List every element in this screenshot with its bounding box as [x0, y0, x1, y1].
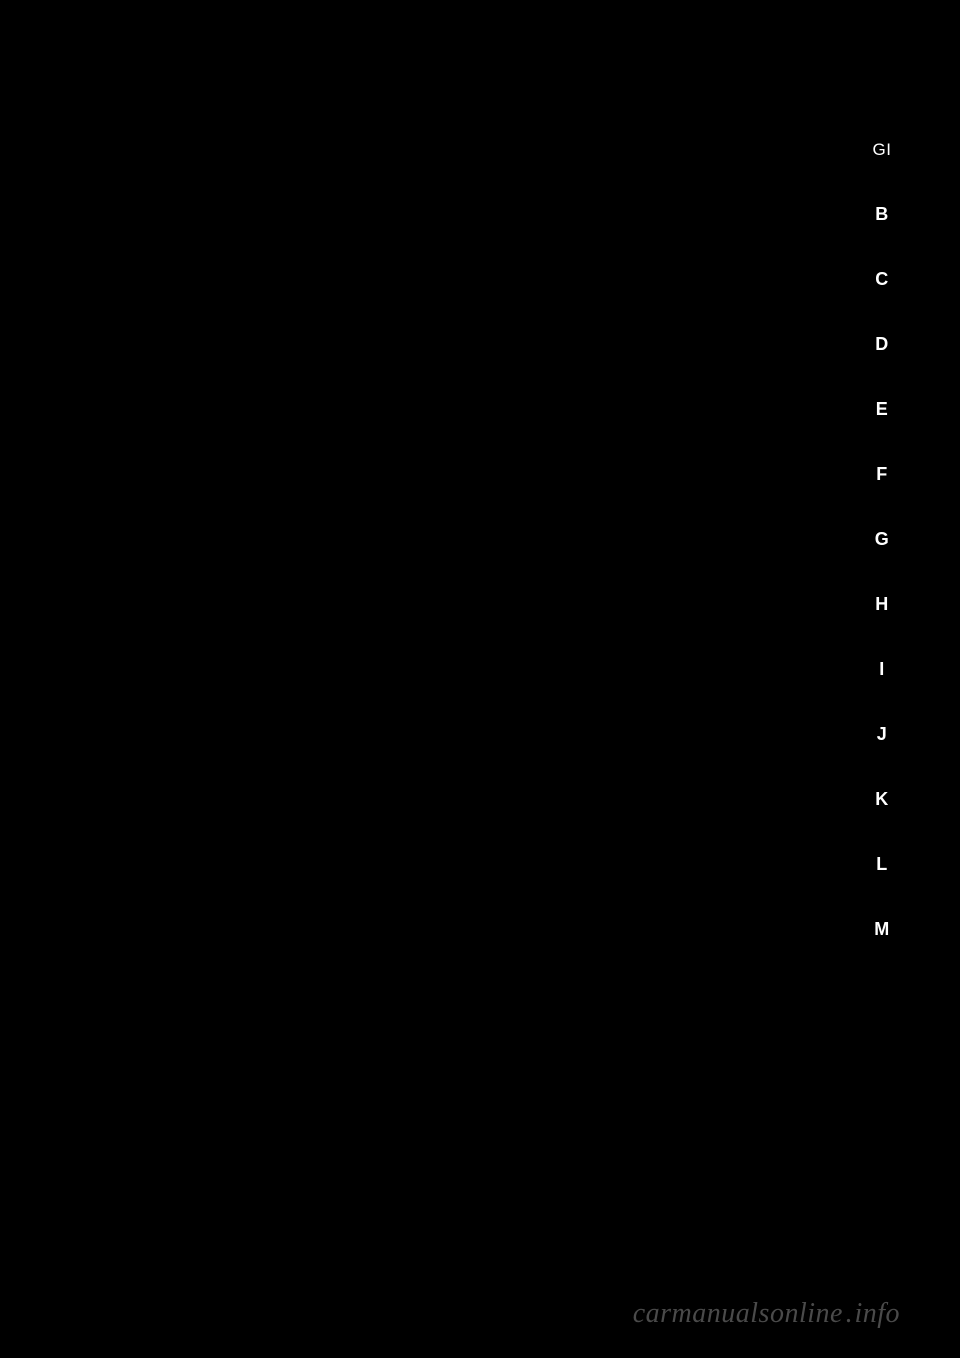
tab-b[interactable]: B [872, 204, 892, 225]
watermark: carmanualsonline.info [633, 1298, 900, 1330]
watermark-text-2: info [854, 1298, 900, 1329]
watermark-separator: . [845, 1298, 853, 1329]
tab-h[interactable]: H [872, 594, 892, 615]
tab-j[interactable]: J [872, 724, 892, 745]
tab-f[interactable]: F [872, 464, 892, 485]
tab-e[interactable]: E [872, 399, 892, 420]
watermark-text-1: carmanualsonline [633, 1298, 843, 1329]
tab-gi[interactable]: GI [872, 140, 892, 160]
tab-g[interactable]: G [872, 529, 892, 550]
tab-k[interactable]: K [872, 789, 892, 810]
tab-d[interactable]: D [872, 334, 892, 355]
section-tabs: GI B C D E F G H I J K L M [872, 140, 892, 940]
tab-m[interactable]: M [872, 919, 892, 940]
tab-i[interactable]: I [872, 659, 892, 680]
tab-c[interactable]: C [872, 269, 892, 290]
tab-l[interactable]: L [872, 854, 892, 875]
